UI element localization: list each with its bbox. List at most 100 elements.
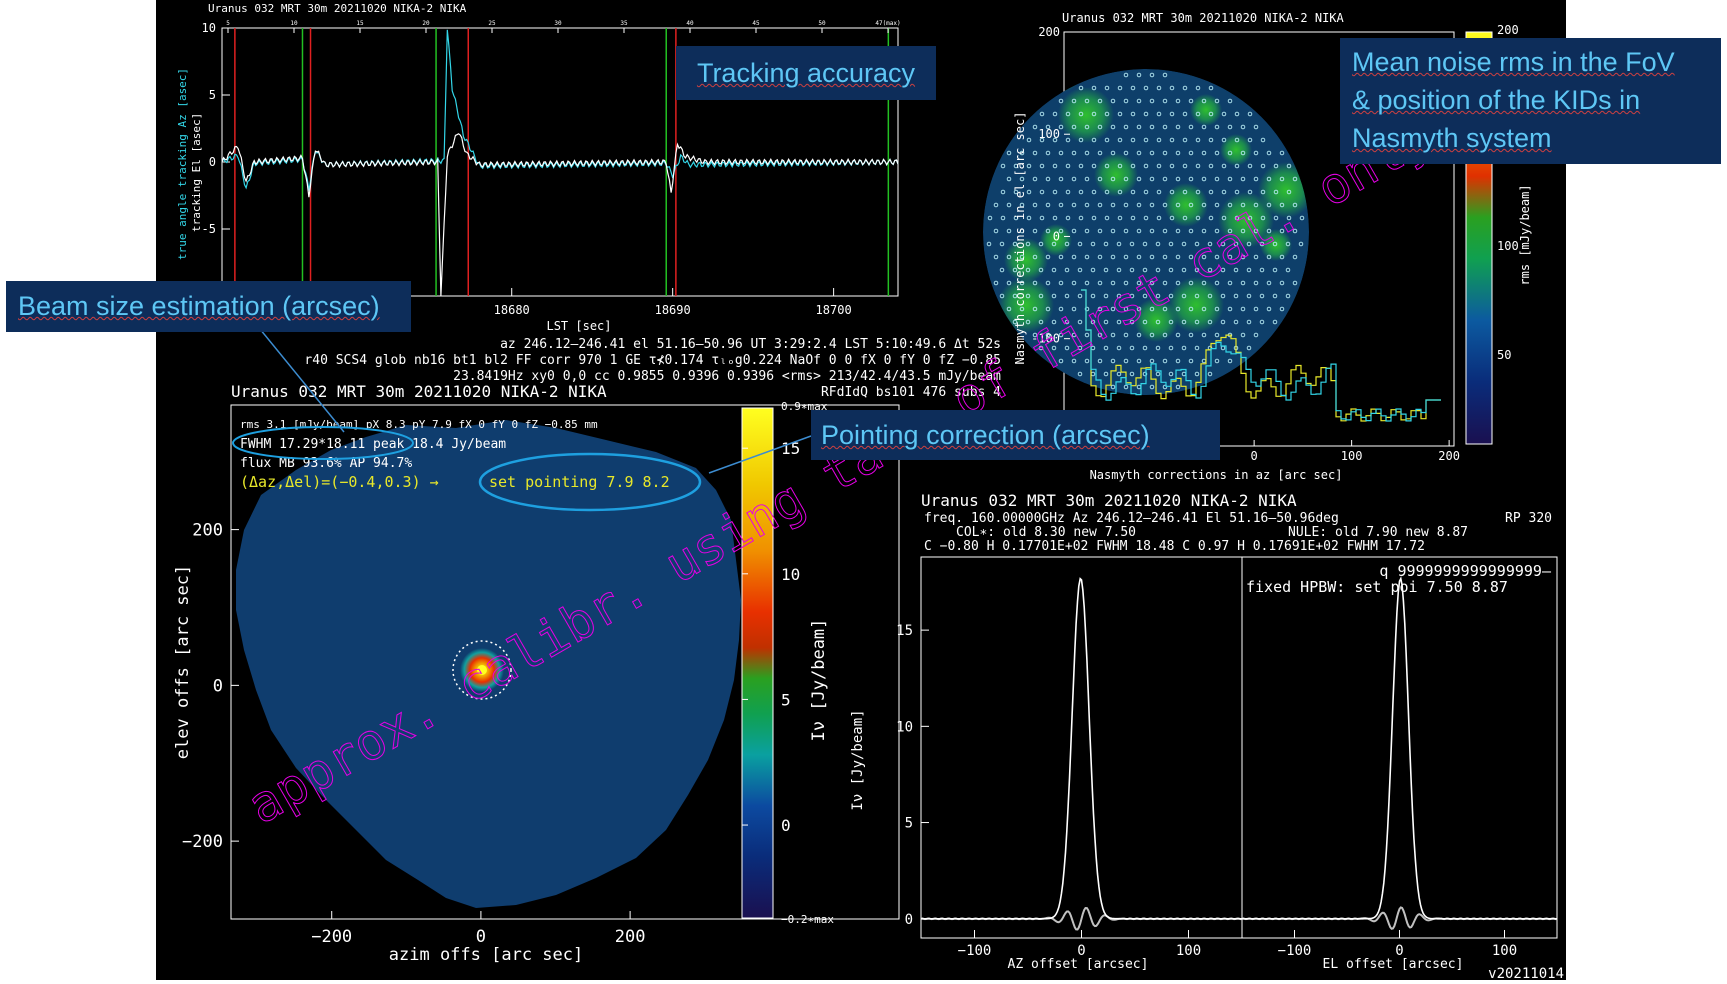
profile-q-line: q 9999999999999999– (1379, 562, 1552, 580)
kid-dot (1272, 267, 1278, 273)
kid-dot (1110, 332, 1116, 338)
kid-dot (1123, 384, 1129, 390)
kid-dot (1077, 319, 1083, 325)
kid-dot (1292, 254, 1298, 260)
kid-dot (1169, 189, 1175, 195)
noise-y-tick-label: -100 (1031, 332, 1060, 346)
kid-dot (1064, 293, 1070, 299)
map-y-tick-label: −200 (182, 832, 223, 852)
kid-dot (1181, 267, 1187, 273)
kid-dot (1175, 254, 1181, 260)
kid-dot (1208, 215, 1214, 221)
kid-dot (1194, 241, 1200, 247)
kid-dot (1129, 267, 1135, 273)
map-xlabel: azim offs [arc sec] (389, 945, 583, 965)
kid-dot (1058, 280, 1064, 286)
kid-dot (1110, 254, 1116, 260)
kid-dot (1285, 241, 1291, 247)
kid-dot (1065, 111, 1071, 117)
kid-dot (993, 228, 999, 234)
kid-dot (1221, 111, 1227, 117)
kid-dot (1084, 98, 1090, 104)
kid-dot (1084, 280, 1090, 286)
kid-dot (1246, 267, 1252, 273)
kid-dot (1188, 176, 1194, 182)
kid-dot (1123, 202, 1129, 208)
kid-dot (1194, 345, 1200, 351)
kid-dot (1260, 163, 1266, 169)
kid-dot (1266, 150, 1272, 156)
kid-dot (1103, 319, 1109, 325)
kid-dot (1175, 124, 1181, 130)
kid-dot (1207, 371, 1213, 377)
kid-dot (1071, 98, 1077, 104)
kid-dot (1006, 150, 1012, 156)
kid-dot (1162, 280, 1168, 286)
kid-dot (1071, 150, 1077, 156)
kid-dot (1032, 150, 1038, 156)
kid-dot (1155, 345, 1161, 351)
kid-dot (1234, 163, 1240, 169)
kid-dot (1168, 371, 1174, 377)
map-cbar-tick-label: 15 (781, 439, 800, 458)
profile-frame-el (1241, 556, 1558, 939)
kid-dot (1058, 306, 1064, 312)
profile-line-1-right: RP 320 (1505, 511, 1552, 526)
kid-dot (1013, 189, 1019, 195)
kid-dot (1136, 332, 1142, 338)
kid-dot (1155, 371, 1161, 377)
kid-dot (1084, 306, 1090, 312)
tracking-top-tick-label: 47(max) (875, 20, 900, 27)
kid-dot (1143, 85, 1149, 91)
profile-panel: Uranus 032 MRT 30m 20211020 NIKA-2 NIKA … (850, 491, 1564, 982)
kid-dot (1188, 124, 1194, 130)
kid-dot (1227, 306, 1233, 312)
pointing-ellipse (478, 452, 702, 512)
kid-dot (1175, 280, 1181, 286)
kid-dot (1032, 306, 1038, 312)
kid-dot (1286, 163, 1292, 169)
kid-dot (1097, 332, 1103, 338)
kid-dot (1221, 189, 1227, 195)
tracking-top-tick-label: 20 (422, 20, 430, 27)
kid-dot (1272, 293, 1278, 299)
kid-dot (993, 254, 999, 260)
beam-callout-arrow (250, 317, 345, 433)
kid-dot (1266, 228, 1272, 234)
kid-dot (1233, 267, 1239, 273)
kid-dot (1117, 215, 1123, 221)
kid-dot (987, 215, 993, 221)
noise-header: Uranus 032 MRT 30m 20211020 NIKA-2 NIKA (1062, 11, 1345, 25)
kid-dot (1117, 137, 1123, 143)
kid-dot (1019, 254, 1025, 260)
kid-dot (1103, 371, 1109, 377)
pointing-callout-arrow (708, 435, 812, 474)
kid-dot (1032, 254, 1038, 260)
kid-dot (1162, 332, 1168, 338)
kid-dot (1110, 150, 1116, 156)
kid-dot (1201, 202, 1207, 208)
kid-dot (1032, 176, 1038, 182)
screenshot-canvas: Uranus 032 MRT 30m 20211020 NIKA-2 NIKA … (156, 0, 1566, 982)
kid-dot (1240, 254, 1246, 260)
kid-dot (1104, 85, 1110, 91)
kid-dot (1188, 332, 1194, 338)
kid-dot (1136, 98, 1142, 104)
kid-dot (1071, 176, 1077, 182)
kid-dot (1071, 254, 1077, 260)
kid-dot (1169, 163, 1175, 169)
kid-dot (1156, 137, 1162, 143)
kid-dot (1123, 332, 1129, 338)
kid-dot (1006, 228, 1012, 234)
profile-hpbw-line: fixed HPBW: set poi 7.50 8.87 (1246, 578, 1508, 596)
noise-y-tick-label: 100 (1038, 127, 1060, 141)
kid-dot (1130, 111, 1136, 117)
kid-dot (1227, 202, 1233, 208)
kid-dot (1026, 163, 1032, 169)
kid-dot (1240, 332, 1246, 338)
kid-dot (1214, 176, 1220, 182)
kid-dot (1246, 319, 1252, 325)
tracking-xlabel: LST [sec] (546, 319, 611, 333)
kid-dot (1188, 254, 1194, 260)
kid-dot (1078, 189, 1084, 195)
